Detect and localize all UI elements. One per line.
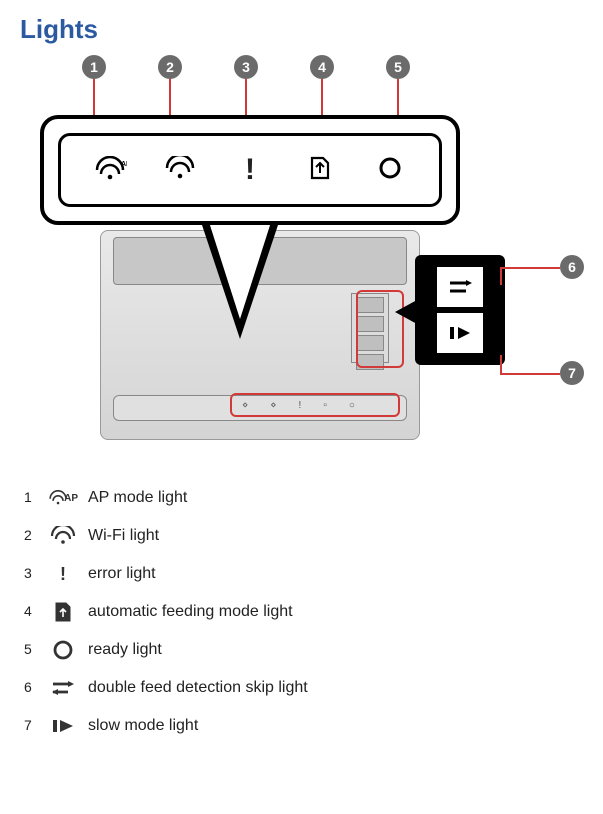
double-feed-skip-icon	[437, 267, 483, 307]
badge-2: 2	[158, 55, 182, 79]
badge-1: 1	[82, 55, 106, 79]
legend-row-3: 3 ! error light	[24, 563, 603, 585]
badge-4: 4	[310, 55, 334, 79]
legend-row-6: 6 double feed detection skip light	[24, 677, 603, 699]
wifi-icon	[48, 525, 78, 547]
wifi-ap-icon: AP	[86, 156, 134, 185]
lights-diagram: 1 2 3 4 5 ⋄ ⋄ ! ▫ ○ AP	[20, 55, 580, 455]
legend-label: automatic feeding mode light	[88, 603, 603, 621]
legend-row-4: 4 automatic feeding mode light	[24, 601, 603, 623]
double-feed-skip-icon	[48, 677, 78, 699]
leader-6-v	[500, 267, 502, 285]
badge-7: 7	[560, 361, 584, 385]
legend-label: AP mode light	[88, 489, 603, 507]
legend-number: 6	[24, 679, 38, 695]
legend-label: Wi-Fi light	[88, 527, 603, 545]
leader-6-h	[500, 267, 560, 269]
badge-6: 6	[560, 255, 584, 279]
wifi-icon	[156, 156, 204, 185]
lights-callout-panel: AP !	[40, 115, 460, 225]
legend-number: 7	[24, 717, 38, 733]
badge-3: 3	[234, 55, 258, 79]
side-callout-pointer	[395, 300, 417, 324]
legend-number: 4	[24, 603, 38, 619]
slow-mode-icon	[437, 313, 483, 353]
legend-row-5: 5 ready light	[24, 639, 603, 661]
side-callout-panel	[415, 255, 505, 365]
wifi-ap-icon: AP	[48, 487, 78, 509]
legend-number: 5	[24, 641, 38, 657]
light-strip-dots: ⋄ ⋄ ! ▫ ○	[242, 400, 355, 411]
svg-text:AP: AP	[121, 161, 127, 168]
leader-7-v	[500, 355, 502, 373]
ready-icon	[48, 639, 78, 661]
leader-7-h	[500, 373, 560, 375]
badge-5: 5	[386, 55, 410, 79]
lights-legend: 1 AP AP mode light 2 Wi-Fi light 3 ! err…	[24, 487, 603, 737]
legend-number: 1	[24, 489, 38, 505]
legend-label: ready light	[88, 641, 603, 659]
exclam-icon: !	[48, 563, 78, 585]
section-title: Lights	[20, 14, 603, 45]
slow-mode-icon	[48, 715, 78, 737]
legend-number: 2	[24, 527, 38, 543]
legend-row-7: 7 slow mode light	[24, 715, 603, 737]
legend-row-1: 1 AP AP mode light	[24, 487, 603, 509]
legend-label: slow mode light	[88, 717, 603, 735]
legend-label: error light	[88, 565, 603, 583]
feed-icon	[48, 601, 78, 623]
legend-row-2: 2 Wi-Fi light	[24, 525, 603, 547]
exclam-icon: !	[226, 153, 274, 187]
legend-number: 3	[24, 565, 38, 581]
ready-icon	[366, 155, 414, 186]
feed-icon	[296, 155, 344, 186]
legend-label: double feed detection skip light	[88, 679, 603, 697]
